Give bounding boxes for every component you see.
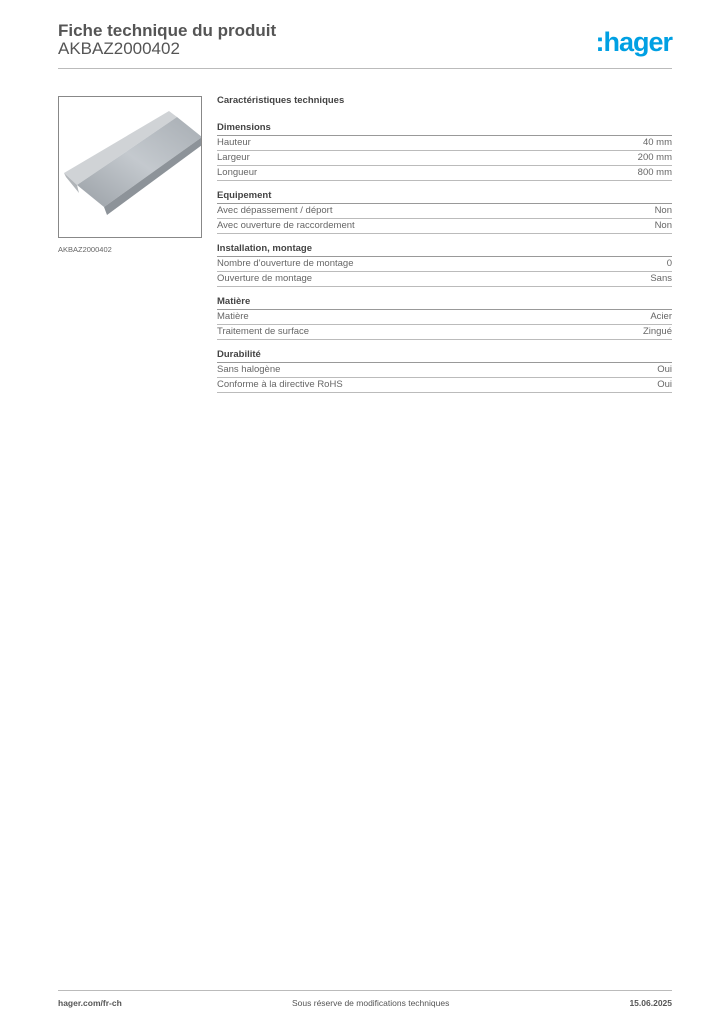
spec-label: Longueur	[217, 167, 258, 178]
spec-row: Matière Acier	[217, 310, 672, 325]
spec-row: Sans halogène Oui	[217, 363, 672, 378]
spec-label: Ouverture de montage	[217, 273, 313, 284]
spec-label: Nombre d'ouverture de montage	[217, 258, 354, 269]
cable-tray-cover-image	[64, 111, 202, 215]
spec-section: Equipement Avec dépassement / déport Non Av…	[217, 190, 672, 234]
spec-section: Installation, montage Nombre d'ouverture …	[217, 243, 672, 287]
spec-row: Avec ouverture de raccordement Non	[217, 219, 672, 234]
section-heading: Matière	[217, 296, 672, 310]
spec-label: Sans halogène	[217, 364, 281, 375]
spec-value: Oui	[657, 379, 672, 390]
header-divider	[58, 68, 672, 69]
spec-row: Nombre d'ouverture de montage 0	[217, 257, 672, 272]
footer-divider	[58, 990, 672, 991]
footer-disclaimer: Sous réserve de modifications techniques	[292, 998, 450, 1008]
footer-date: 15.06.2025	[629, 998, 672, 1008]
section-heading: Dimensions	[217, 122, 672, 136]
spec-value: 200 mm	[637, 152, 672, 163]
spec-value: Oui	[657, 364, 672, 375]
spec-row: Avec dépassement / déport Non	[217, 204, 672, 219]
spec-value: Zingué	[642, 326, 672, 337]
spec-value: Sans	[650, 273, 672, 284]
section-heading: Installation, montage	[217, 243, 672, 257]
section-heading: Durabilité	[217, 349, 672, 363]
spec-value: 40 mm	[642, 137, 672, 148]
spec-section: Durabilité Sans halogène Oui Conforme à la …	[217, 349, 672, 393]
spec-value: 0	[666, 258, 672, 269]
spec-value: Non	[654, 220, 672, 231]
image-caption: AKBAZ2000402	[58, 245, 112, 254]
page-title: Fiche technique du produit	[58, 21, 277, 40]
hager-logo: :hager	[595, 27, 673, 57]
spec-label: Hauteur	[217, 137, 251, 148]
spec-row: Hauteur 40 mm	[217, 136, 672, 151]
spec-row: Ouverture de montage Sans	[217, 272, 672, 287]
spec-label: Conforme à la directive RoHS	[217, 379, 343, 390]
spec-section: Matière Matière Acier Traitement de surface…	[217, 296, 672, 340]
spec-value: Non	[654, 205, 672, 216]
spec-label: Avec ouverture de raccordement	[217, 220, 355, 231]
spec-row: Longueur 800 mm	[217, 166, 672, 181]
spec-value: 800 mm	[637, 167, 672, 178]
specs-panel: Caractéristiques techniques Dimensions Ha…	[217, 95, 672, 402]
product-image	[58, 96, 202, 238]
spec-value: Acier	[650, 311, 672, 322]
spec-row: Traitement de surface Zingué	[217, 325, 672, 340]
spec-section: Dimensions Hauteur 40 mm Largeur 200 mm Longu…	[217, 122, 672, 181]
spec-row: Largeur 200 mm	[217, 151, 672, 166]
spec-label: Matière	[217, 311, 249, 322]
specs-title: Caractéristiques techniques	[217, 95, 345, 106]
spec-label: Largeur	[217, 152, 250, 163]
product-reference: AKBAZ2000402	[58, 39, 180, 58]
footer-website-link[interactable]: hager.com/fr-ch	[58, 998, 122, 1008]
spec-label: Traitement de surface	[217, 326, 310, 337]
section-heading: Equipement	[217, 190, 672, 204]
spec-row: Conforme à la directive RoHS Oui	[217, 378, 672, 393]
spec-label: Avec dépassement / déport	[217, 205, 333, 216]
